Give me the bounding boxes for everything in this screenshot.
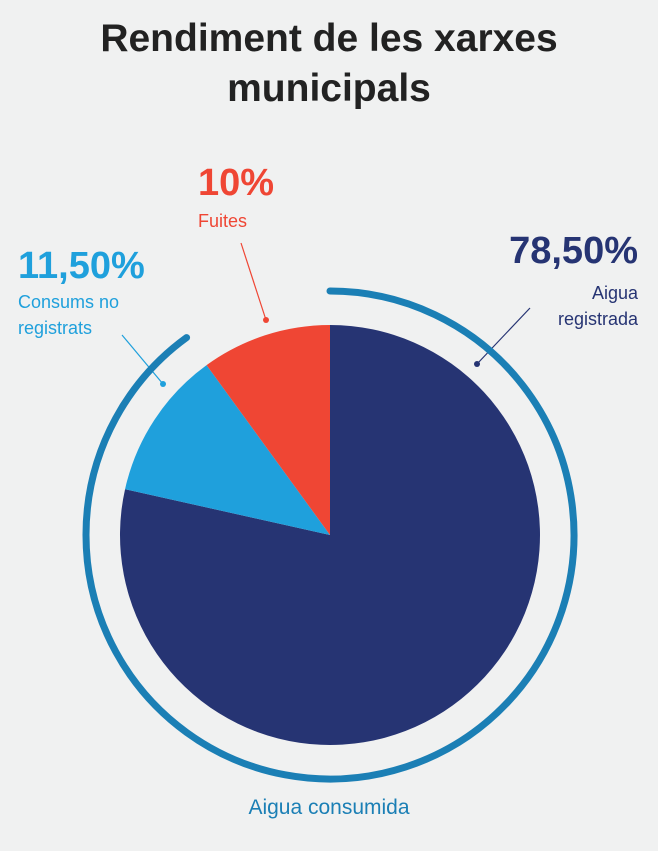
value-label: 11,50% (18, 245, 145, 287)
chart-title: Rendiment de les xarxes municipals (100, 17, 558, 110)
pie-slice (125, 365, 330, 535)
value-label: 78,50% (509, 230, 638, 272)
leader-dot (474, 361, 480, 367)
leader-line (240, 242, 267, 321)
consumed-arc (82, 287, 578, 783)
leader-line (476, 307, 531, 365)
leader-dot (160, 381, 166, 387)
category-label: Fuites (198, 211, 248, 231)
value-label: 10% (198, 162, 275, 204)
category-label: Aigua registrada (557, 283, 638, 329)
category-label: Consums no registrats (18, 292, 120, 338)
annotation: Aigua consumida (248, 796, 410, 819)
leaders (121, 242, 531, 387)
pie-slice (206, 325, 330, 535)
leader-dot (263, 317, 269, 323)
leader-line (121, 334, 164, 385)
